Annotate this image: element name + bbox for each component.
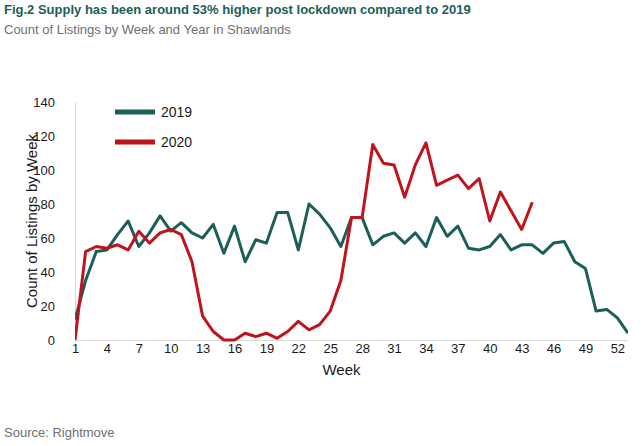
- x-tick: 22: [292, 340, 306, 356]
- legend-label: 2019: [161, 104, 192, 120]
- y-tick-label: 80: [41, 197, 55, 212]
- x-tick-label: 37: [451, 341, 465, 356]
- x-tick-label: 25: [323, 341, 337, 356]
- legend-label: 2020: [161, 134, 192, 150]
- x-tick: 4: [104, 340, 111, 356]
- x-tick: 52: [611, 340, 625, 356]
- y-tick-label: 40: [41, 265, 55, 280]
- x-tick: 28: [355, 340, 369, 356]
- x-tick: 46: [547, 340, 561, 356]
- x-tick: 31: [387, 340, 401, 356]
- x-tick: 16: [228, 340, 242, 356]
- plot-area: [75, 143, 628, 340]
- y-tick: 80: [41, 197, 75, 212]
- x-tick-label: 46: [547, 341, 561, 356]
- legend-swatch: [115, 140, 155, 145]
- x-tick-label: 22: [292, 341, 306, 356]
- x-tick: 49: [579, 340, 593, 356]
- x-axis-title: Week: [322, 361, 361, 378]
- x-tick: 25: [323, 340, 337, 356]
- subtitle: Count of Listings by Week and Year in Sh…: [4, 22, 291, 37]
- x-tick-label: 40: [483, 341, 497, 356]
- x-tick: 43: [515, 340, 529, 356]
- y-axis-line: [75, 103, 76, 341]
- x-tick-label: 31: [387, 341, 401, 356]
- x-tick: 10: [164, 340, 178, 356]
- x-tick-label: 19: [260, 341, 274, 356]
- x-tick-label: 52: [611, 341, 625, 356]
- chart: Fig.2 Supply has been around 53% higher …: [0, 0, 644, 446]
- x-tick: 13: [196, 340, 210, 356]
- x-tick-label: 4: [104, 341, 111, 356]
- x-tick-label: 49: [579, 341, 593, 356]
- x-tick: 34: [419, 340, 433, 356]
- x-tick-label: 34: [419, 341, 433, 356]
- x-tick: 40: [483, 340, 497, 356]
- x-tick-label: 43: [515, 341, 529, 356]
- x-tick-label: 13: [196, 341, 210, 356]
- y-tick-label: 0: [48, 333, 55, 348]
- y-tick-label: 140: [33, 95, 55, 110]
- x-tick-label: 1: [72, 341, 79, 356]
- y-tick-label: 20: [41, 299, 55, 314]
- x-axis: 1 4 7 10 13 16 19 22 25 28 31 34 37 40 43 46 49 52: [72, 340, 629, 356]
- title: Fig.2 Supply has been around 53% higher …: [4, 2, 471, 17]
- x-tick-label: 28: [355, 341, 369, 356]
- y-tick: 20: [41, 299, 75, 314]
- legend-swatch: [115, 110, 155, 115]
- source: Source: Rightmove: [4, 425, 115, 440]
- x-tick-label: 7: [136, 341, 143, 356]
- x-tick: 1: [72, 340, 79, 356]
- x-tick: 7: [136, 340, 143, 356]
- y-tick: 40: [41, 265, 75, 280]
- x-tick-label: 16: [228, 341, 242, 356]
- series-line: [75, 143, 532, 340]
- x-tick: 19: [260, 340, 274, 356]
- x-axis-line: [76, 340, 629, 341]
- x-tick-label: 10: [164, 341, 178, 356]
- y-tick: 140: [33, 95, 75, 110]
- y-axis-title: Count of Listings by Week: [23, 134, 40, 308]
- y-tick-label: 60: [41, 231, 55, 246]
- legend: 2019 2020: [115, 104, 192, 150]
- y-tick: 60: [41, 231, 75, 246]
- x-tick: 37: [451, 340, 465, 356]
